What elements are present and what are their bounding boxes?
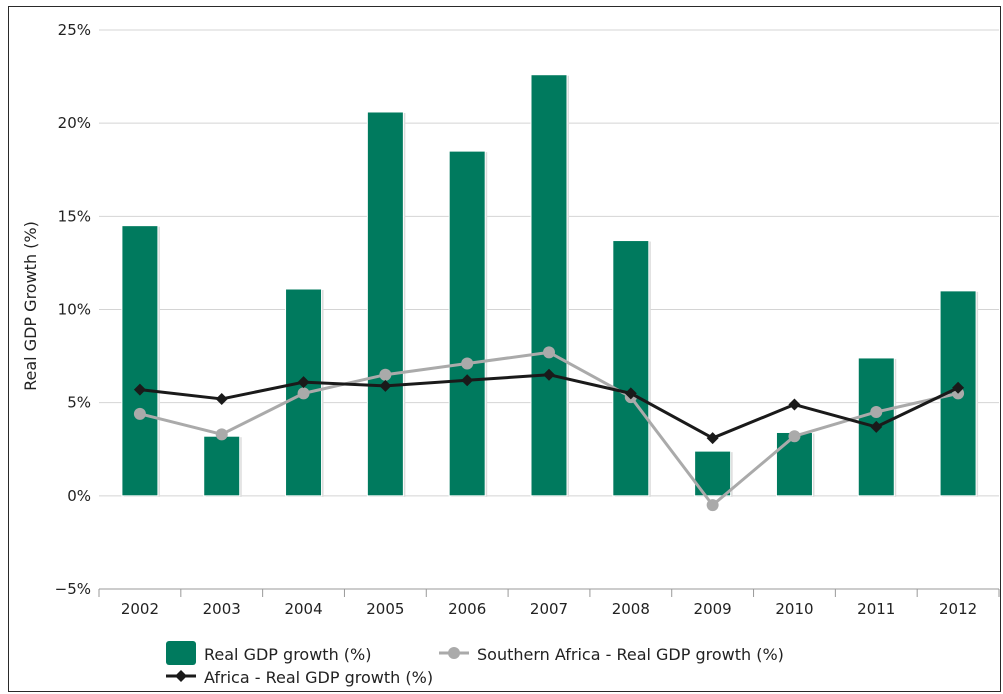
bar-series	[121, 74, 979, 497]
line-point	[870, 420, 883, 433]
axes: 25% 20% 15% 10% 5% 0% −5% 2002 2003 2004 2005 2006 2…	[55, 21, 1000, 618]
line-point	[133, 383, 146, 396]
line-point	[706, 432, 719, 445]
line-point	[133, 407, 146, 420]
legend-label: Real GDP growth (%)	[204, 645, 371, 664]
x-tick-label: 2009	[694, 600, 732, 618]
bar	[121, 225, 159, 497]
line-point	[379, 379, 392, 392]
x-tick-label: 2008	[612, 600, 650, 618]
y-axis-title: Real GDP Growth (%)	[21, 221, 40, 391]
x-tick-label: 2012	[939, 600, 977, 618]
line-point	[952, 381, 965, 394]
legend-swatch-marker	[175, 670, 187, 682]
line-point	[461, 374, 474, 387]
line-point	[215, 428, 228, 441]
legend-swatch-bar	[166, 641, 196, 665]
bar	[775, 431, 813, 497]
y-tick-label: 10%	[58, 301, 91, 319]
x-tick-label: 2010	[775, 600, 813, 618]
y-tick-label: 5%	[67, 394, 91, 412]
line-point	[706, 499, 719, 512]
legend: Real GDP growth (%) Southern Africa - Rea…	[166, 641, 784, 687]
y-tick-label: 20%	[58, 114, 91, 132]
x-tick-label: 2005	[366, 600, 404, 618]
bar	[448, 150, 486, 497]
legend-label: Southern Africa - Real GDP growth (%)	[477, 645, 784, 664]
bar	[612, 240, 650, 497]
x-tick-label: 2003	[203, 600, 241, 618]
bar	[203, 435, 241, 497]
bar	[366, 111, 404, 497]
y-tick-label: 0%	[67, 487, 91, 505]
bar	[530, 74, 568, 497]
x-tick-label: 2007	[530, 600, 568, 618]
y-tick-label: 25%	[58, 21, 91, 39]
line-point	[788, 398, 801, 411]
line-point	[543, 368, 555, 381]
line-point	[379, 368, 392, 381]
line-point	[297, 387, 310, 400]
line-point	[461, 357, 474, 370]
gdp-growth-chart: 25% 20% 15% 10% 5% 0% −5% 2002 2003 2004 2005 2006 2…	[21, 21, 1000, 687]
chart-frame: 25% 20% 15% 10% 5% 0% −5% 2002 2003 2004 2005 2006 2…	[8, 6, 1001, 692]
line-series	[133, 346, 965, 512]
line-point	[297, 376, 310, 389]
line-point	[543, 346, 555, 359]
y-tick-label: 15%	[58, 207, 91, 225]
x-tick-label: 2006	[448, 600, 486, 618]
x-tick-label: 2011	[857, 600, 895, 618]
legend-label: Africa - Real GDP growth (%)	[204, 668, 433, 687]
x-tick-label: 2004	[284, 600, 322, 618]
legend-swatch-marker	[448, 647, 460, 659]
y-tick-label: −5%	[55, 580, 91, 598]
line-point	[788, 430, 801, 443]
line-point	[870, 405, 883, 418]
line-point	[215, 392, 228, 405]
line-point	[624, 387, 637, 400]
x-tick-label: 2002	[121, 600, 159, 618]
